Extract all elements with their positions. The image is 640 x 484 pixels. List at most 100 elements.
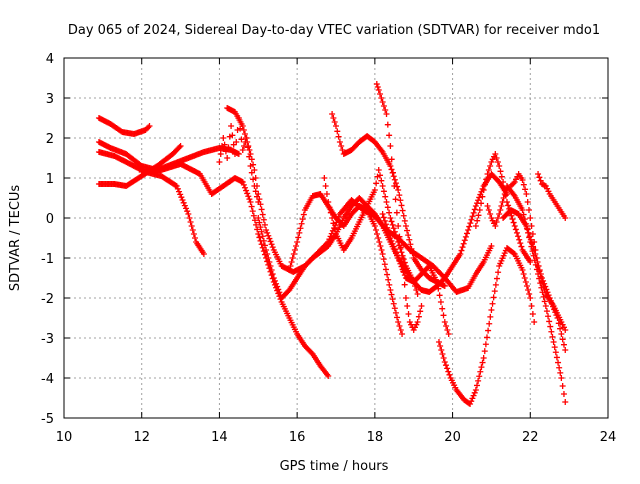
data-point — [559, 321, 566, 328]
data-point — [482, 341, 489, 348]
data-point — [402, 223, 409, 229]
data-point — [557, 369, 564, 376]
data-point — [257, 224, 264, 231]
data-point — [222, 148, 229, 155]
data-point — [392, 232, 399, 239]
data-point — [542, 303, 549, 309]
data-point — [269, 271, 276, 277]
data-point — [265, 232, 272, 239]
data-point — [374, 84, 381, 90]
data-point — [562, 347, 569, 353]
data-point — [397, 260, 404, 267]
data-point — [380, 214, 387, 221]
data-point — [331, 225, 338, 232]
data-point — [268, 267, 275, 273]
data-point — [522, 186, 529, 193]
data-point — [391, 305, 398, 312]
data-point — [377, 243, 384, 249]
data-point — [412, 324, 419, 331]
data-point — [546, 318, 553, 325]
data-point — [485, 207, 492, 213]
data-point — [441, 359, 448, 365]
data-point — [417, 308, 424, 315]
data-point — [404, 227, 411, 234]
data-point — [173, 183, 180, 189]
data-point — [187, 219, 194, 225]
data-point — [460, 240, 467, 247]
data-point — [243, 187, 250, 194]
data-point — [395, 239, 402, 245]
data-point — [408, 245, 415, 252]
data-point — [481, 181, 488, 188]
data-point — [505, 202, 512, 209]
data-point — [233, 139, 240, 145]
data-point — [261, 242, 268, 249]
data-point — [379, 99, 386, 105]
data-point — [386, 231, 393, 238]
data-point — [401, 281, 408, 288]
y-tick-label: 1 — [46, 172, 54, 187]
data-point — [384, 204, 391, 211]
data-point — [392, 309, 399, 316]
data-point — [329, 111, 336, 117]
data-point — [542, 183, 549, 189]
data-point — [475, 212, 482, 219]
data-point — [523, 223, 530, 229]
data-point — [515, 233, 522, 240]
data-point — [287, 263, 294, 269]
data-point — [532, 251, 539, 257]
data-point — [490, 294, 497, 301]
data-point — [458, 247, 465, 254]
data-point — [372, 227, 379, 233]
data-point — [183, 205, 190, 212]
y-tick-label: -5 — [41, 412, 54, 427]
data-point — [475, 377, 482, 384]
data-point — [556, 364, 563, 371]
data-point — [382, 266, 389, 273]
x-tick-label: 24 — [600, 430, 617, 445]
data-point — [541, 298, 548, 305]
data-point — [288, 259, 295, 265]
data-point — [371, 187, 378, 193]
data-point — [404, 303, 411, 309]
data-point — [559, 383, 566, 389]
data-point — [468, 398, 475, 405]
data-point — [295, 234, 302, 241]
data-point — [396, 257, 403, 264]
data-point — [508, 212, 515, 219]
data-point — [270, 275, 277, 281]
data-point — [536, 267, 543, 273]
data-point — [509, 216, 516, 223]
data-point — [497, 207, 504, 213]
data-point — [530, 243, 537, 250]
data-point — [512, 226, 519, 233]
data-point — [172, 182, 179, 189]
data-point — [385, 228, 392, 235]
x-tick-label: 16 — [289, 430, 306, 445]
data-point — [536, 174, 543, 181]
data-point — [380, 256, 387, 263]
data-point — [289, 255, 296, 261]
data-point — [397, 327, 404, 333]
data-point — [545, 292, 552, 299]
data-point — [471, 389, 478, 396]
data-point — [401, 259, 408, 266]
data-point — [177, 191, 184, 198]
data-point — [526, 233, 533, 240]
series-track-17 — [507, 171, 569, 333]
data-point — [253, 221, 260, 228]
data-point — [519, 267, 526, 273]
data-point — [323, 191, 330, 197]
data-point — [264, 251, 271, 257]
data-point — [462, 233, 469, 240]
points-layer — [95, 81, 569, 407]
data-point — [487, 313, 494, 320]
series-track-1 — [95, 115, 153, 137]
data-point — [511, 179, 518, 185]
data-point — [479, 193, 486, 200]
data-point — [186, 215, 193, 221]
data-point — [408, 321, 415, 328]
data-point — [384, 121, 391, 128]
y-tick-label: 3 — [46, 92, 54, 107]
